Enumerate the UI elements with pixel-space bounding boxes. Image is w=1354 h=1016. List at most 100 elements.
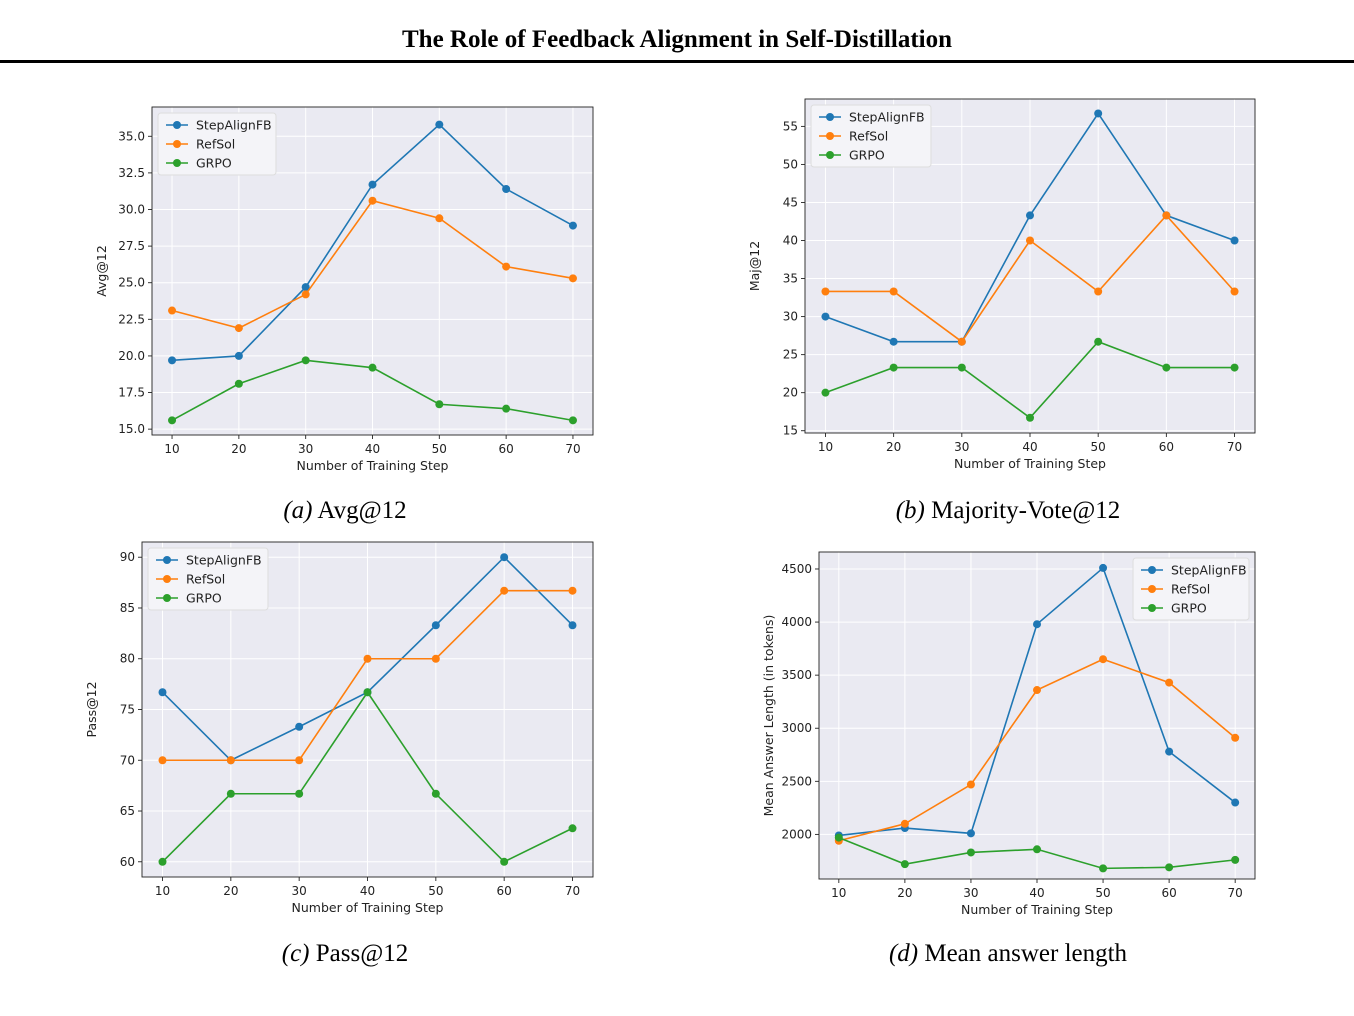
y-tick-label: 3500: [781, 668, 812, 682]
data-point-grpo: [568, 824, 577, 833]
caption-b-letter: (b): [895, 497, 925, 524]
data-point-grpo: [568, 416, 577, 425]
data-point-refsol: [1094, 287, 1103, 296]
chart-panel-maj12: 10 20 30 40 50 60 70 15 20 25 30 35 40 45 50 55 Number o…: [747, 92, 1275, 484]
data-point-grpo: [502, 404, 511, 413]
data-point-stepalignfb: [1230, 236, 1239, 245]
y-tick-label: 30: [783, 310, 798, 324]
y-tick-label: 20: [783, 386, 798, 400]
data-point-grpo: [234, 379, 243, 388]
y-tick-label: 55: [783, 119, 798, 133]
legend-marker-grpo: [173, 159, 181, 167]
caption-c: (c) Pass@12: [92, 940, 598, 968]
data-point-refsol: [568, 274, 577, 283]
caption-a: (a) Avg@12: [92, 497, 598, 525]
data-point-grpo: [301, 356, 310, 365]
chart-panel-avg12: 10 20 30 40 50 60 70 15.0 17.5 20.0 22.5 25.0 27.5 30…: [92, 100, 612, 485]
legend-label-stepalignfb: StepAlignFB: [1171, 563, 1247, 578]
x-tick-label: 60: [497, 884, 512, 898]
caption-a-text: Avg@12: [317, 497, 407, 524]
data-point-stepalignfb: [568, 621, 577, 630]
legend-label-grpo: GRPO: [849, 148, 885, 163]
legend-label-grpo: GRPO: [196, 156, 232, 171]
legend-box: [1132, 557, 1250, 621]
y-tick-label: 50: [783, 157, 798, 171]
y-tick-label: 2500: [781, 774, 812, 788]
data-point-refsol: [500, 586, 509, 595]
chart-panel-mean-length: 10 20 30 40 50 60 70 2000 2500 3000 3500 4000 4500 Nu…: [755, 545, 1275, 925]
legend-marker-refsol: [173, 140, 181, 148]
data-point-refsol: [966, 780, 975, 789]
legend-label-refsol: RefSol: [196, 137, 235, 152]
x-tick-label: 40: [365, 442, 380, 456]
data-point-stepalignfb: [500, 553, 509, 562]
y-tick-label: 27.5: [118, 239, 145, 253]
x-tick-label: 10: [818, 440, 833, 454]
x-tick-label: 40: [1022, 440, 1037, 454]
data-point-grpo: [1099, 864, 1108, 873]
data-point-refsol: [1231, 733, 1240, 742]
data-point-stepalignfb: [1033, 620, 1041, 629]
caption-d-text: Mean answer length: [924, 940, 1128, 967]
y-tick-label: 22.5: [118, 312, 145, 326]
x-tick-label: 70: [1227, 440, 1242, 454]
legend-marker-grpo: [826, 151, 834, 159]
legend-label-grpo: GRPO: [186, 591, 222, 606]
chart-pass12-svg: 10 20 30 40 50 60 70 60 65 70 75 80 85 90 Number of Tr…: [84, 541, 594, 915]
data-point-grpo: [368, 363, 377, 372]
data-point-stepalignfb: [1026, 211, 1034, 220]
data-point-refsol: [431, 654, 440, 663]
chart-maj12-svg: 10 20 30 40 50 60 70 15 20 25 30 35 40 45 50 55 Number o…: [747, 98, 1256, 471]
caption-c-text: Pass@12: [315, 940, 409, 967]
y-tick-label: 65: [120, 804, 135, 818]
data-point-grpo: [834, 833, 843, 842]
x-tick-label: 30: [963, 886, 978, 900]
data-point-refsol: [301, 290, 310, 299]
data-point-stepalignfb: [295, 722, 304, 731]
data-point-grpo: [889, 363, 898, 372]
data-point-refsol: [1033, 686, 1041, 695]
data-point-grpo: [435, 400, 444, 409]
data-point-grpo: [295, 789, 304, 798]
legend-marker-stepalignfb: [173, 121, 181, 129]
data-point-refsol: [295, 756, 304, 765]
x-tick-label: 70: [565, 884, 580, 898]
data-point-refsol: [1230, 287, 1239, 296]
y-axis-label: Pass@12: [84, 681, 99, 737]
y-tick-label: 2000: [781, 827, 812, 841]
data-point-stepalignfb: [966, 829, 975, 838]
data-point-grpo: [1162, 363, 1171, 372]
data-point-grpo: [1230, 363, 1239, 372]
caption-b: (b) Majority-Vote@12: [755, 497, 1261, 525]
data-point-grpo: [168, 416, 177, 425]
data-point-stepalignfb: [435, 120, 444, 129]
x-tick-label: 50: [432, 442, 447, 456]
y-tick-label: 70: [120, 753, 135, 767]
legend-marker-grpo: [1148, 604, 1156, 612]
x-tick-label: 10: [164, 442, 179, 456]
x-tick-label: 50: [428, 884, 443, 898]
x-tick-label: 70: [565, 442, 580, 456]
legend-marker-refsol: [1148, 585, 1156, 593]
data-point-stepalignfb: [568, 221, 577, 230]
y-tick-label: 35.0: [118, 129, 145, 143]
y-tick-label: 25: [783, 348, 798, 362]
x-tick-label: 20: [223, 884, 238, 898]
y-tick-label: 20.0: [118, 349, 145, 363]
data-point-refsol: [889, 287, 898, 296]
data-point-refsol: [1099, 655, 1108, 664]
caption-b-text: Majority-Vote@12: [931, 497, 1121, 524]
x-tick-label: 70: [1228, 886, 1243, 900]
data-point-stepalignfb: [1231, 798, 1240, 807]
data-point-refsol: [234, 324, 243, 333]
data-point-grpo: [363, 688, 372, 697]
x-tick-label: 30: [292, 884, 307, 898]
data-point-grpo: [900, 860, 909, 869]
x-tick-label: 60: [498, 442, 513, 456]
data-point-grpo: [1026, 413, 1034, 422]
x-axis-label: Number of Training Step: [954, 456, 1106, 471]
data-point-grpo: [226, 789, 235, 798]
x-axis-label: Number of Training Step: [297, 458, 449, 473]
y-tick-label: 40: [783, 234, 798, 248]
y-tick-label: 4000: [781, 615, 812, 629]
